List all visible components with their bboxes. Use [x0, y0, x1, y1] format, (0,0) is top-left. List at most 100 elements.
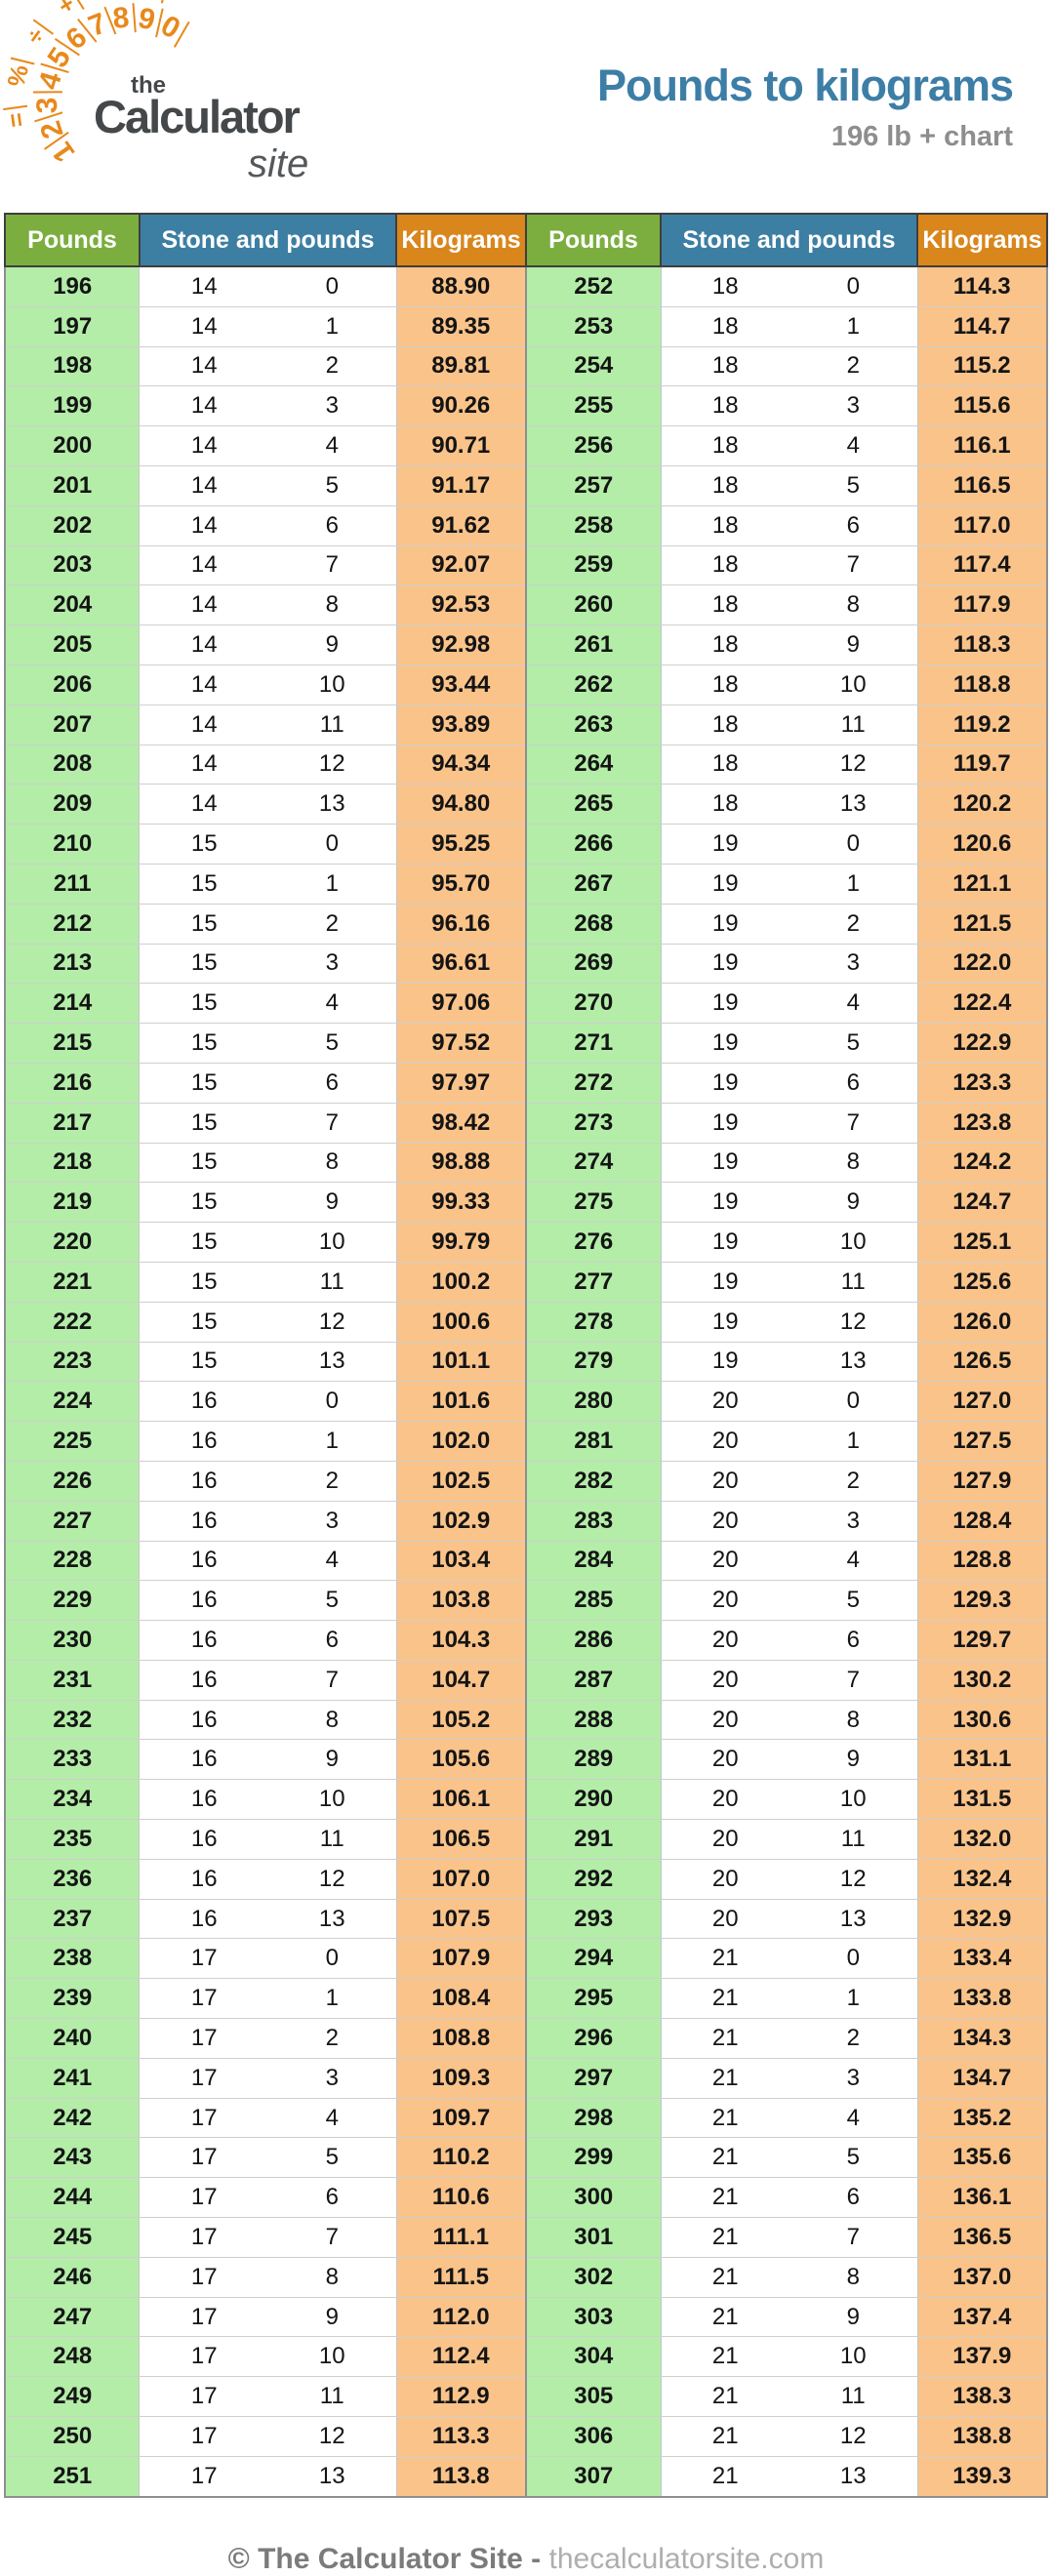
- pounds-value: 282: [525, 1461, 662, 1502]
- stone-value: 21: [661, 2416, 789, 2457]
- column-header-pounds: Pounds: [3, 213, 141, 267]
- stone-value: 15: [139, 1103, 268, 1144]
- stone-pounds-value: 11: [789, 1819, 918, 1860]
- kilograms-value: 122.9: [916, 1023, 1048, 1064]
- kilograms-value: 138.8: [916, 2416, 1048, 2457]
- table-row: 212 15 2 96.16 268 19 2 121.5: [4, 904, 1048, 945]
- pounds-value: 215: [4, 1023, 141, 1064]
- stone-value: 18: [661, 346, 789, 387]
- table-body: 196 14 0 88.90 252 18 0 114.3 197 14 1 89.35 253 18 1 1…: [4, 266, 1048, 2498]
- pounds-value: 294: [525, 1938, 662, 1980]
- stone-value: 15: [139, 1262, 268, 1303]
- stone-pounds-value: 8: [267, 1143, 396, 1184]
- stone-value: 16: [139, 1859, 268, 1900]
- kilograms-value: 118.3: [916, 624, 1048, 665]
- stone-value: 16: [139, 1700, 268, 1741]
- stone-value: 17: [139, 2058, 268, 2099]
- table-row: 209 14 13 94.80 265 18 13 120.2: [4, 784, 1048, 825]
- kilograms-value: 131.5: [916, 1779, 1048, 1821]
- stone-value: 16: [139, 1421, 268, 1462]
- table-row: 229 16 5 103.8 285 20 5 129.3: [4, 1580, 1048, 1622]
- stone-pounds-value: 0: [267, 824, 396, 865]
- kilograms-value: 130.2: [916, 1660, 1048, 1701]
- kilograms-value: 90.71: [395, 425, 526, 466]
- pounds-value: 264: [525, 745, 662, 785]
- stone-pounds-value: 4: [267, 1541, 396, 1582]
- table-row: 227 16 3 102.9 283 20 3 128.4: [4, 1501, 1048, 1542]
- pounds-value: 297: [525, 2058, 662, 2099]
- stone-pounds-value: 10: [789, 1222, 918, 1263]
- table-row: 231 16 7 104.7 287 20 7 130.2: [4, 1660, 1048, 1701]
- column-header-stone-and-pounds: Stone and pounds: [659, 213, 919, 267]
- stone-value: 20: [661, 1660, 789, 1701]
- pounds-value: 261: [525, 624, 662, 665]
- pounds-value: 237: [4, 1899, 141, 1940]
- kilograms-value: 102.9: [395, 1501, 526, 1542]
- stone-pounds-value: 7: [267, 1103, 396, 1144]
- stone-pounds-value: 12: [267, 745, 396, 785]
- stone-value: 19: [661, 1063, 789, 1104]
- kilograms-value: 123.8: [916, 1103, 1048, 1144]
- kilograms-value: 106.5: [395, 1819, 526, 1860]
- stone-pounds-value: 6: [267, 505, 396, 546]
- table-row: 250 17 12 113.3 306 21 12 138.8: [4, 2416, 1048, 2457]
- pounds-value: 272: [525, 1063, 662, 1104]
- kilograms-value: 136.5: [916, 2217, 1048, 2258]
- stone-pounds-value: 12: [267, 1302, 396, 1343]
- pounds-value: 200: [4, 425, 141, 466]
- stone-pounds-value: 7: [267, 1660, 396, 1701]
- stone-pounds-value: 8: [789, 2257, 918, 2298]
- kilograms-value: 120.2: [916, 784, 1048, 825]
- kilograms-value: 125.6: [916, 1262, 1048, 1303]
- kilograms-value: 103.4: [395, 1541, 526, 1582]
- stone-pounds-value: 3: [267, 2058, 396, 2099]
- pounds-value: 307: [525, 2456, 662, 2498]
- pounds-value: 300: [525, 2177, 662, 2219]
- table-row: 230 16 6 104.3 286 20 6 129.7: [4, 1620, 1048, 1661]
- stone-pounds-value: 12: [267, 1859, 396, 1900]
- stone-value: 19: [661, 983, 789, 1025]
- pounds-value: 218: [4, 1143, 141, 1184]
- kilograms-value: 124.2: [916, 1143, 1048, 1184]
- stone-pounds-value: 2: [789, 904, 918, 945]
- column-header-kilograms: Kilograms: [395, 213, 527, 267]
- pounds-value: 288: [525, 1700, 662, 1741]
- pounds-value: 274: [525, 1143, 662, 1184]
- pounds-value: 252: [525, 266, 662, 307]
- pounds-value: 205: [4, 624, 141, 665]
- stone-value: 16: [139, 1779, 268, 1821]
- stone-value: 20: [661, 1779, 789, 1821]
- stone-value: 20: [661, 1501, 789, 1542]
- kilograms-value: 127.0: [916, 1381, 1048, 1423]
- table-row: 204 14 8 92.53 260 18 8 117.9: [4, 584, 1048, 626]
- stone-value: 16: [139, 1461, 268, 1502]
- kilograms-value: 107.5: [395, 1899, 526, 1940]
- stone-value: 17: [139, 2456, 268, 2498]
- pounds-value: 248: [4, 2336, 141, 2378]
- table-row: 241 17 3 109.3 297 21 3 134.7: [4, 2058, 1048, 2099]
- stone-pounds-value: 3: [789, 944, 918, 985]
- pounds-value: 201: [4, 465, 141, 506]
- table-row: 243 17 5 110.2 299 21 5 135.6: [4, 2137, 1048, 2179]
- stone-pounds-value: 12: [789, 2416, 918, 2457]
- kilograms-value: 100.2: [395, 1262, 526, 1303]
- pounds-value: 231: [4, 1660, 141, 1701]
- table-row: 210 15 0 95.25 266 19 0 120.6: [4, 824, 1048, 865]
- stone-value: 20: [661, 1859, 789, 1900]
- stone-pounds-value: 11: [267, 2376, 396, 2418]
- kilograms-value: 117.9: [916, 584, 1048, 626]
- table-row: 213 15 3 96.61 269 19 3 122.0: [4, 944, 1048, 985]
- stone-pounds-value: 10: [267, 664, 396, 705]
- pounds-value: 221: [4, 1262, 141, 1303]
- stone-pounds-value: 8: [267, 584, 396, 626]
- kilograms-value: 104.7: [395, 1660, 526, 1701]
- pounds-value: 281: [525, 1421, 662, 1462]
- kilograms-value: 137.9: [916, 2336, 1048, 2378]
- pounds-value: 269: [525, 944, 662, 985]
- kilograms-value: 119.7: [916, 745, 1048, 785]
- stone-value: 15: [139, 1143, 268, 1184]
- table-row: 232 16 8 105.2 288 20 8 130.6: [4, 1700, 1048, 1741]
- kilograms-value: 131.1: [916, 1739, 1048, 1781]
- kilograms-value: 112.9: [395, 2376, 526, 2418]
